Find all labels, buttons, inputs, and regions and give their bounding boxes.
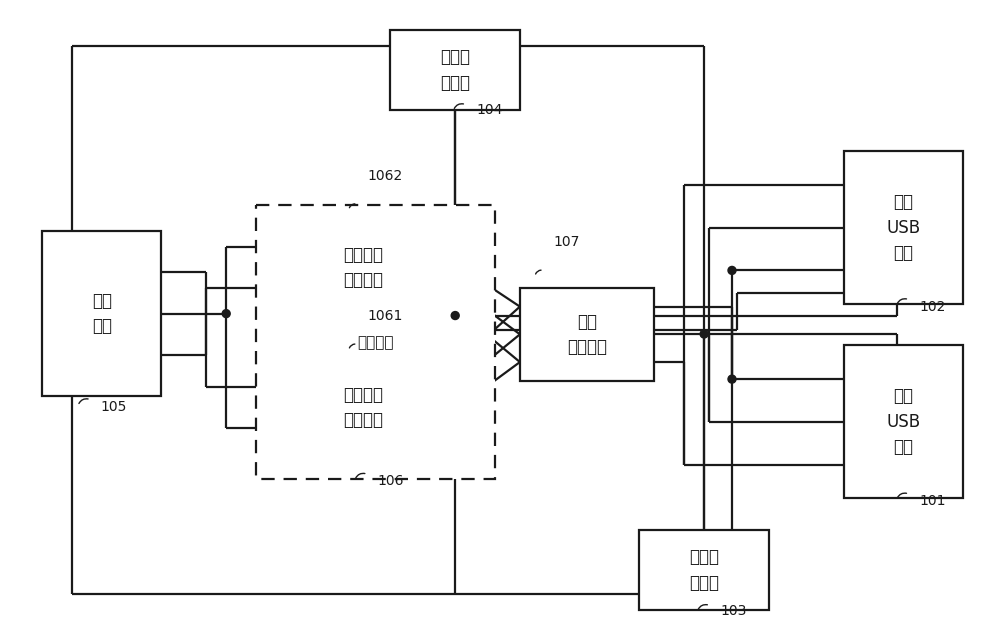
- Text: 107: 107: [554, 236, 580, 249]
- Text: 101: 101: [919, 494, 946, 508]
- Text: 选通模块: 选通模块: [357, 335, 394, 350]
- Bar: [520, 288, 654, 381]
- Bar: [256, 205, 495, 479]
- Text: 电源: 电源: [577, 312, 597, 331]
- Circle shape: [700, 330, 708, 338]
- Text: 103: 103: [720, 604, 746, 618]
- Text: USB: USB: [886, 413, 920, 431]
- Text: 第一分: 第一分: [689, 548, 719, 566]
- Text: 模块: 模块: [92, 317, 112, 335]
- Text: 选通单元: 选通单元: [343, 412, 383, 429]
- Text: 接口: 接口: [893, 438, 913, 456]
- Circle shape: [451, 312, 459, 319]
- Text: 第一: 第一: [893, 387, 913, 406]
- Bar: [42, 231, 161, 396]
- Bar: [296, 362, 430, 454]
- Text: USB: USB: [886, 219, 920, 237]
- Bar: [639, 531, 769, 610]
- Text: 106: 106: [378, 474, 404, 488]
- Text: 传输模块: 传输模块: [567, 338, 607, 356]
- Text: 105: 105: [101, 399, 127, 413]
- Text: 1061: 1061: [368, 309, 403, 323]
- Text: 104: 104: [476, 103, 502, 116]
- Text: 接口: 接口: [893, 244, 913, 262]
- Bar: [844, 346, 963, 499]
- Circle shape: [728, 266, 736, 275]
- Text: 主控: 主控: [92, 292, 112, 310]
- Text: 102: 102: [919, 300, 946, 314]
- Circle shape: [728, 375, 736, 383]
- Text: 压模块: 压模块: [689, 574, 719, 592]
- Text: 选通单元: 选通单元: [343, 271, 383, 289]
- Text: 压模块: 压模块: [440, 74, 470, 92]
- Text: 第二分: 第二分: [440, 48, 470, 66]
- Circle shape: [222, 310, 230, 317]
- Bar: [844, 151, 963, 304]
- Text: 1062: 1062: [368, 169, 403, 183]
- Text: 第二: 第二: [893, 193, 913, 211]
- Text: 第一信号: 第一信号: [343, 386, 383, 404]
- Bar: [390, 30, 520, 109]
- Text: 第二信号: 第二信号: [343, 246, 383, 264]
- Bar: [296, 221, 430, 314]
